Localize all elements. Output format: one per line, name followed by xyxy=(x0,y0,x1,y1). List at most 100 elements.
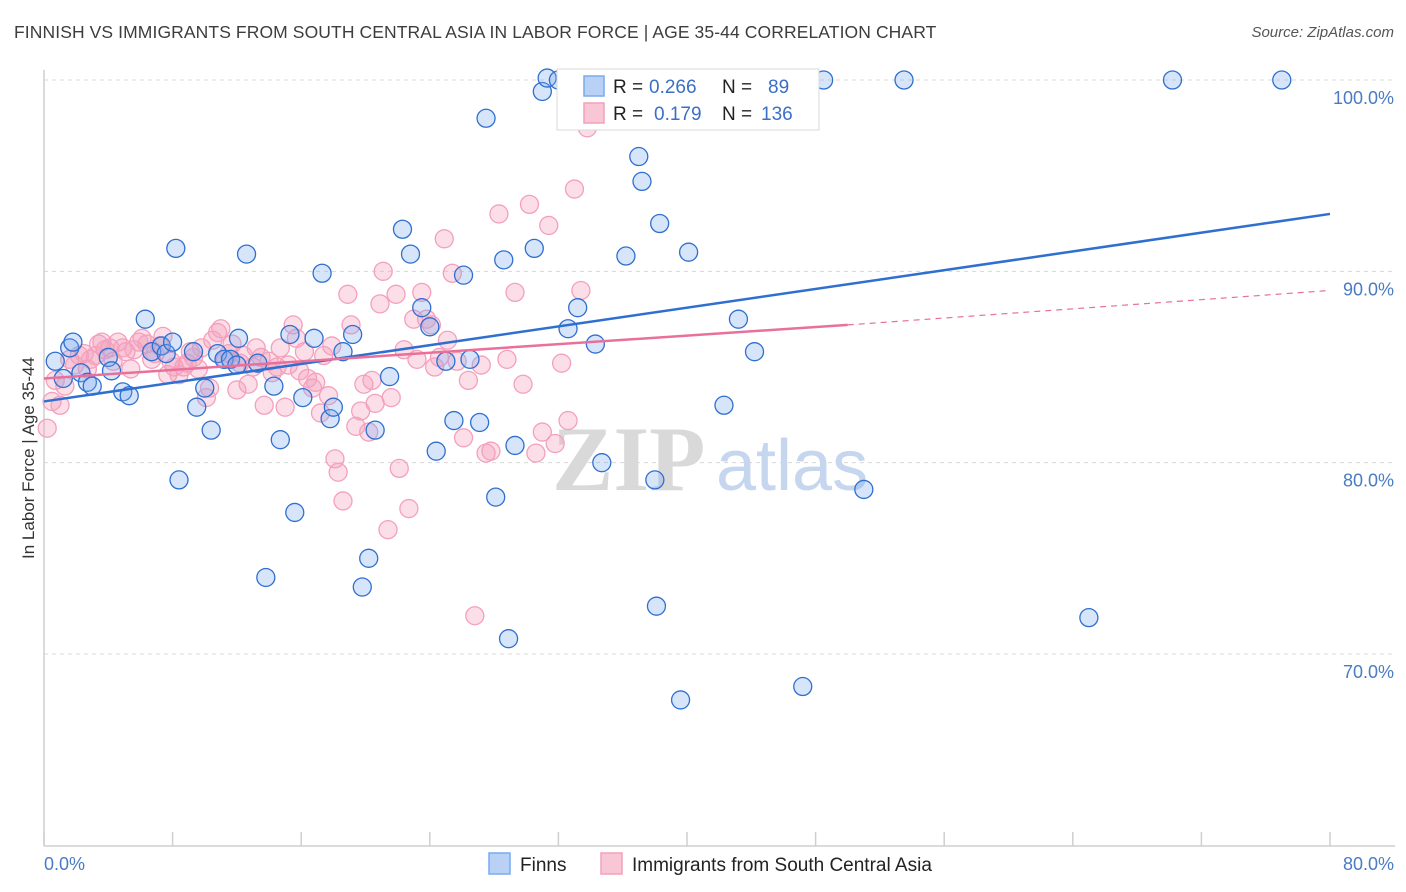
immigrants-point xyxy=(412,282,432,303)
bottom-legend-immigrants: Immigrants from South Central Asia xyxy=(632,855,932,876)
immigrants-point xyxy=(378,519,398,540)
y-tick-label: 90.0% xyxy=(1343,279,1394,299)
finns-point xyxy=(1079,607,1099,628)
immigrants-point xyxy=(238,374,258,394)
legend-imm-n-label: N = xyxy=(722,104,752,125)
finns-point xyxy=(400,244,421,264)
finns-point xyxy=(426,441,446,461)
immigrants-point xyxy=(322,336,342,356)
finns-point xyxy=(1272,70,1292,90)
finns-point xyxy=(195,378,215,398)
immigrants-point xyxy=(386,284,406,304)
finns-point xyxy=(119,386,139,406)
immigrants-point xyxy=(497,349,517,369)
finns-point xyxy=(45,351,65,371)
legend-imm-n-value: 136 xyxy=(761,104,793,125)
finns-point xyxy=(201,420,221,440)
legend-imm-r-label: R = xyxy=(613,104,643,125)
legend-imm-r-value: 0.179 xyxy=(654,104,702,125)
finns-point xyxy=(304,328,324,348)
legend-finns-swatch xyxy=(583,75,605,97)
finns-point xyxy=(460,349,480,369)
immigrants-point xyxy=(362,370,382,391)
immigrants-point xyxy=(270,338,290,358)
finns-point xyxy=(650,213,670,234)
y-tick-labels: 70.0% 80.0% 90.0% 100.0% xyxy=(1333,88,1394,682)
immigrants-point xyxy=(45,370,65,391)
immigrants-point xyxy=(551,353,572,373)
finns-point xyxy=(166,238,186,259)
immigrants-point xyxy=(437,330,458,350)
immigrants-point xyxy=(365,393,385,414)
legend-finns-r-label: R = xyxy=(613,77,643,98)
finns-point xyxy=(293,387,313,408)
finns-point xyxy=(436,351,456,371)
immigrants-point xyxy=(526,443,546,463)
immigrants-point xyxy=(489,204,509,224)
watermark: ZIP atlas xyxy=(552,408,868,510)
finns-point xyxy=(228,328,249,348)
legend-top: R = 0.266 N = 89 R = 0.179 N = 136 xyxy=(556,68,820,131)
immigrants-point xyxy=(328,462,348,482)
y-tick-label: 80.0% xyxy=(1343,471,1394,491)
immigrants-point xyxy=(121,359,141,379)
immigrants-point xyxy=(539,215,559,236)
immigrants-point xyxy=(227,380,247,400)
immigrants-point xyxy=(424,357,445,377)
watermark-atlas: atlas xyxy=(716,426,868,506)
immigrants-point xyxy=(458,370,479,391)
immigrants-point xyxy=(465,606,485,626)
bottom-legend-finns: Finns xyxy=(520,855,566,876)
immigrants-trend-line xyxy=(43,323,848,380)
source-credit: Source: ZipAtlas.com xyxy=(1251,24,1394,41)
finns-point xyxy=(592,453,612,473)
finns-point xyxy=(270,430,290,450)
finns-point xyxy=(498,629,519,649)
finns-point xyxy=(646,596,667,616)
immigrants-point xyxy=(373,261,393,281)
immigrants-point xyxy=(471,355,491,375)
legend-finns-n-value: 89 xyxy=(768,77,789,98)
finns-point xyxy=(342,324,363,345)
immigrants-point xyxy=(333,491,353,511)
finns-point xyxy=(156,343,176,364)
finns-point xyxy=(568,298,588,318)
finns-point xyxy=(323,397,344,417)
immigrants-point xyxy=(399,498,419,519)
bottom-legend-finns-swatch xyxy=(488,852,511,875)
immigrants-point xyxy=(246,338,266,358)
immigrants-point xyxy=(519,194,540,215)
x-tick-label-max: 80.0% xyxy=(1343,854,1394,874)
finns-point xyxy=(392,219,413,239)
finns-point xyxy=(280,324,300,345)
finns-point xyxy=(678,242,699,262)
finns-point xyxy=(320,409,340,429)
finns-point xyxy=(365,420,385,440)
immigrants-point xyxy=(389,458,409,479)
finns-point xyxy=(585,334,606,354)
x-tick-labels: 0.0% 80.0% xyxy=(44,854,1394,874)
x-tick-label-min: 0.0% xyxy=(44,854,85,874)
immigrants-point xyxy=(254,395,274,415)
legend-imm-swatch xyxy=(583,102,605,124)
immigrants-point xyxy=(558,410,578,431)
immigrants-point xyxy=(338,284,358,304)
finns-point xyxy=(558,319,578,339)
immigrants-point xyxy=(275,397,295,417)
immigrants-point xyxy=(453,428,474,448)
finns-point xyxy=(854,479,874,500)
finns-point xyxy=(236,244,257,264)
immigrants-point xyxy=(37,418,57,438)
immigrants-point xyxy=(564,179,585,199)
finns-point xyxy=(101,361,122,381)
finns-point xyxy=(379,366,400,387)
finns-point xyxy=(359,548,379,568)
immigrants-point xyxy=(370,294,390,314)
finns-point xyxy=(187,397,207,417)
finns-point xyxy=(256,567,276,588)
finns-point xyxy=(476,108,496,128)
finns-point xyxy=(494,250,514,270)
finns-point xyxy=(162,332,183,352)
finns-point xyxy=(63,332,83,352)
immigrants-point xyxy=(341,315,361,335)
